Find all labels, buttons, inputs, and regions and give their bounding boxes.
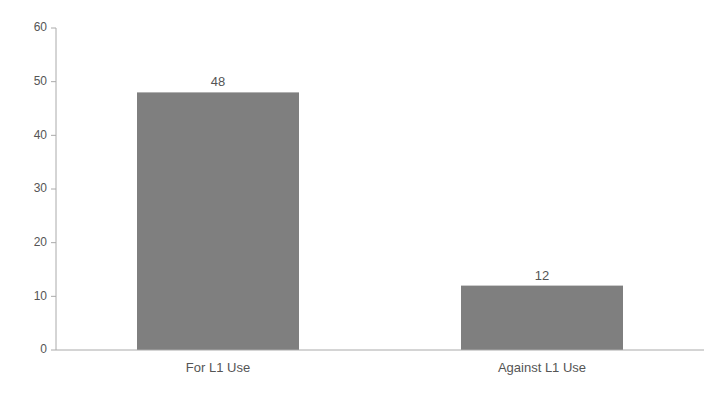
x-tick-label: For L1 Use [186,360,250,375]
y-tick-label: 20 [34,235,48,249]
x-axis-line [56,350,704,351]
y-tick [51,28,56,29]
y-tick-label: 10 [34,289,48,303]
chart-container: 48 12 0 10 20 30 40 50 60 For L1 Use Against L1 Us… [0,0,728,394]
y-tick [51,189,56,190]
bar [137,92,299,350]
y-tick-label: 50 [34,74,48,88]
y-tick [51,242,56,243]
data-labels: 48 12 [211,74,549,282]
y-tick-label: 40 [34,128,48,142]
y-tick [51,296,56,297]
y-tick-label: 0 [40,342,47,356]
y-tick [51,81,56,82]
y-tick-label: 60 [34,20,48,34]
y-tick-label: 30 [34,181,48,195]
bar [461,286,623,350]
data-label: 12 [535,268,549,283]
y-tick [51,350,56,351]
chart: 48 12 0 10 20 30 40 50 60 For L1 Use Against L1 Us… [0,0,728,394]
y-tick [51,135,56,136]
x-tick-label: Against L1 Use [498,360,586,375]
data-label: 48 [211,74,225,89]
y-axis: 0 10 20 30 40 50 60 [34,20,56,356]
bars [137,92,623,350]
x-axis: For L1 Use Against L1 Use [56,350,704,375]
